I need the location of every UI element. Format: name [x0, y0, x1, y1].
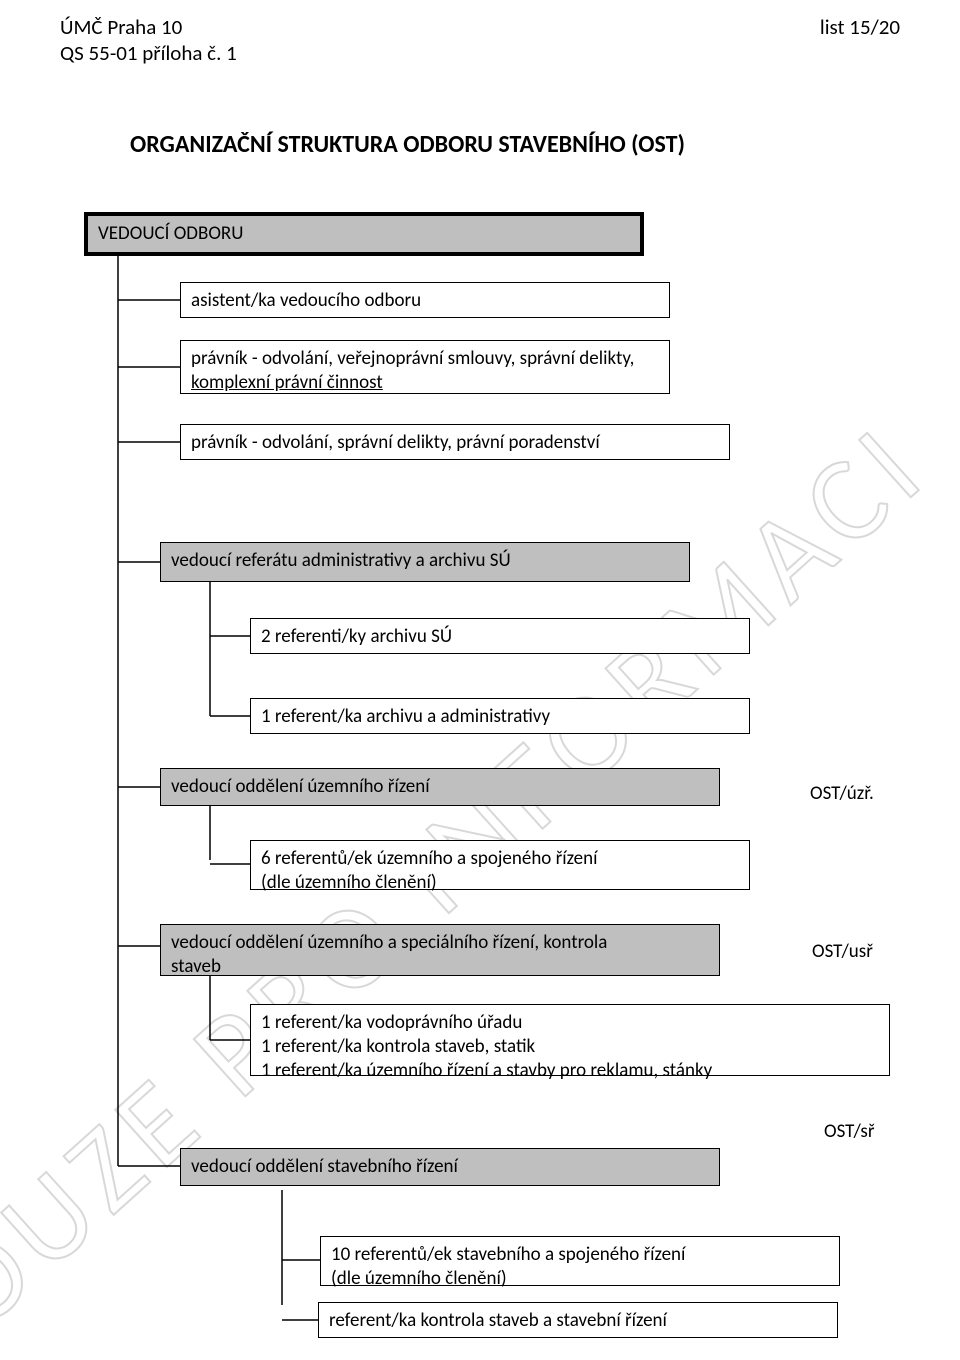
box-pravnik1-line1: právník - odvolání, veřejnoprávní smlouv…	[191, 347, 659, 371]
box-ved-referatu-label: vedoucí referátu administrativy a archiv…	[171, 549, 511, 572]
box-ref-vodo: 1 referent/ka vodoprávního úřadu 1 refer…	[250, 1004, 890, 1076]
box-ved-odd-sr-label: vedoucí oddělení stavebního řízení	[191, 1155, 458, 1178]
box-ved-odd-uz-label: vedoucí oddělení územního řízení	[171, 775, 430, 798]
box-ref-stav-line2: (dle územního členění)	[331, 1267, 829, 1291]
box-referent1: 1 referent/ka archivu a administrativy	[250, 698, 750, 734]
label-uzr: OST/úzř.	[810, 782, 874, 805]
box-vedouci-odboru: VEDOUCÍ ODBORU	[84, 212, 644, 256]
box-ref-stav-line1: 10 referentů/ek stavebního a spojeného ř…	[331, 1243, 829, 1267]
box-ref-uzemni-line2: (dle územního členění)	[261, 871, 739, 895]
box-pravnik1-line2: komplexní právní činnost	[191, 371, 659, 395]
box-referent1-label: 1 referent/ka archivu a administrativy	[261, 705, 550, 728]
box-ref-vodo-line1: 1 referent/ka vodoprávního úřadu	[261, 1011, 879, 1035]
box-ref-vodo-line3: 1 referent/ka územního řízení a stavby p…	[261, 1059, 879, 1083]
box-pravnik1: právník - odvolání, veřejnoprávní smlouv…	[180, 340, 670, 394]
box-vedouci-odboru-label: VEDOUCÍ ODBORU	[98, 222, 243, 245]
box-referenti1: 2 referenti/ky archivu SÚ	[250, 618, 750, 654]
box-ved-referatu: vedoucí referátu administrativy a archiv…	[160, 542, 690, 582]
box-ref-uzemni: 6 referentů/ek územního a spojeného říze…	[250, 840, 750, 890]
box-asistent-label: asistent/ka vedoucího odboru	[191, 289, 421, 312]
box-ved-odd-uz: vedoucí oddělení územního řízení	[160, 768, 720, 806]
box-ref-vodo-line2: 1 referent/ka kontrola staveb, statik	[261, 1035, 879, 1059]
box-ved-odd-usr: vedoucí oddělení územního a speciálního …	[160, 924, 720, 976]
box-referenti1-label: 2 referenti/ky archivu SÚ	[261, 625, 452, 648]
label-usr: OST/usř	[812, 940, 873, 963]
box-pravnik2: právník - odvolání, správní delikty, prá…	[180, 424, 730, 460]
box-ref-kontrola-label: referent/ka kontrola staveb a stavební ř…	[329, 1309, 667, 1332]
box-pravnik2-label: právník - odvolání, správní delikty, prá…	[191, 431, 600, 454]
box-ref-kontrola: referent/ka kontrola staveb a stavební ř…	[318, 1302, 838, 1338]
label-sr: OST/sř	[824, 1120, 874, 1143]
box-ved-odd-sr: vedoucí oddělení stavebního řízení	[180, 1148, 720, 1186]
box-ved-odd-usr-line2: staveb	[171, 955, 709, 979]
box-ref-stav: 10 referentů/ek stavebního a spojeného ř…	[320, 1236, 840, 1286]
box-asistent: asistent/ka vedoucího odboru	[180, 282, 670, 318]
box-ved-odd-usr-line1: vedoucí oddělení územního a speciálního …	[171, 931, 709, 955]
page-root: ÚMČ Praha 10 QS 55-01 příloha č. 1 list …	[0, 0, 960, 1360]
box-ref-uzemni-line1: 6 referentů/ek územního a spojeného říze…	[261, 847, 739, 871]
